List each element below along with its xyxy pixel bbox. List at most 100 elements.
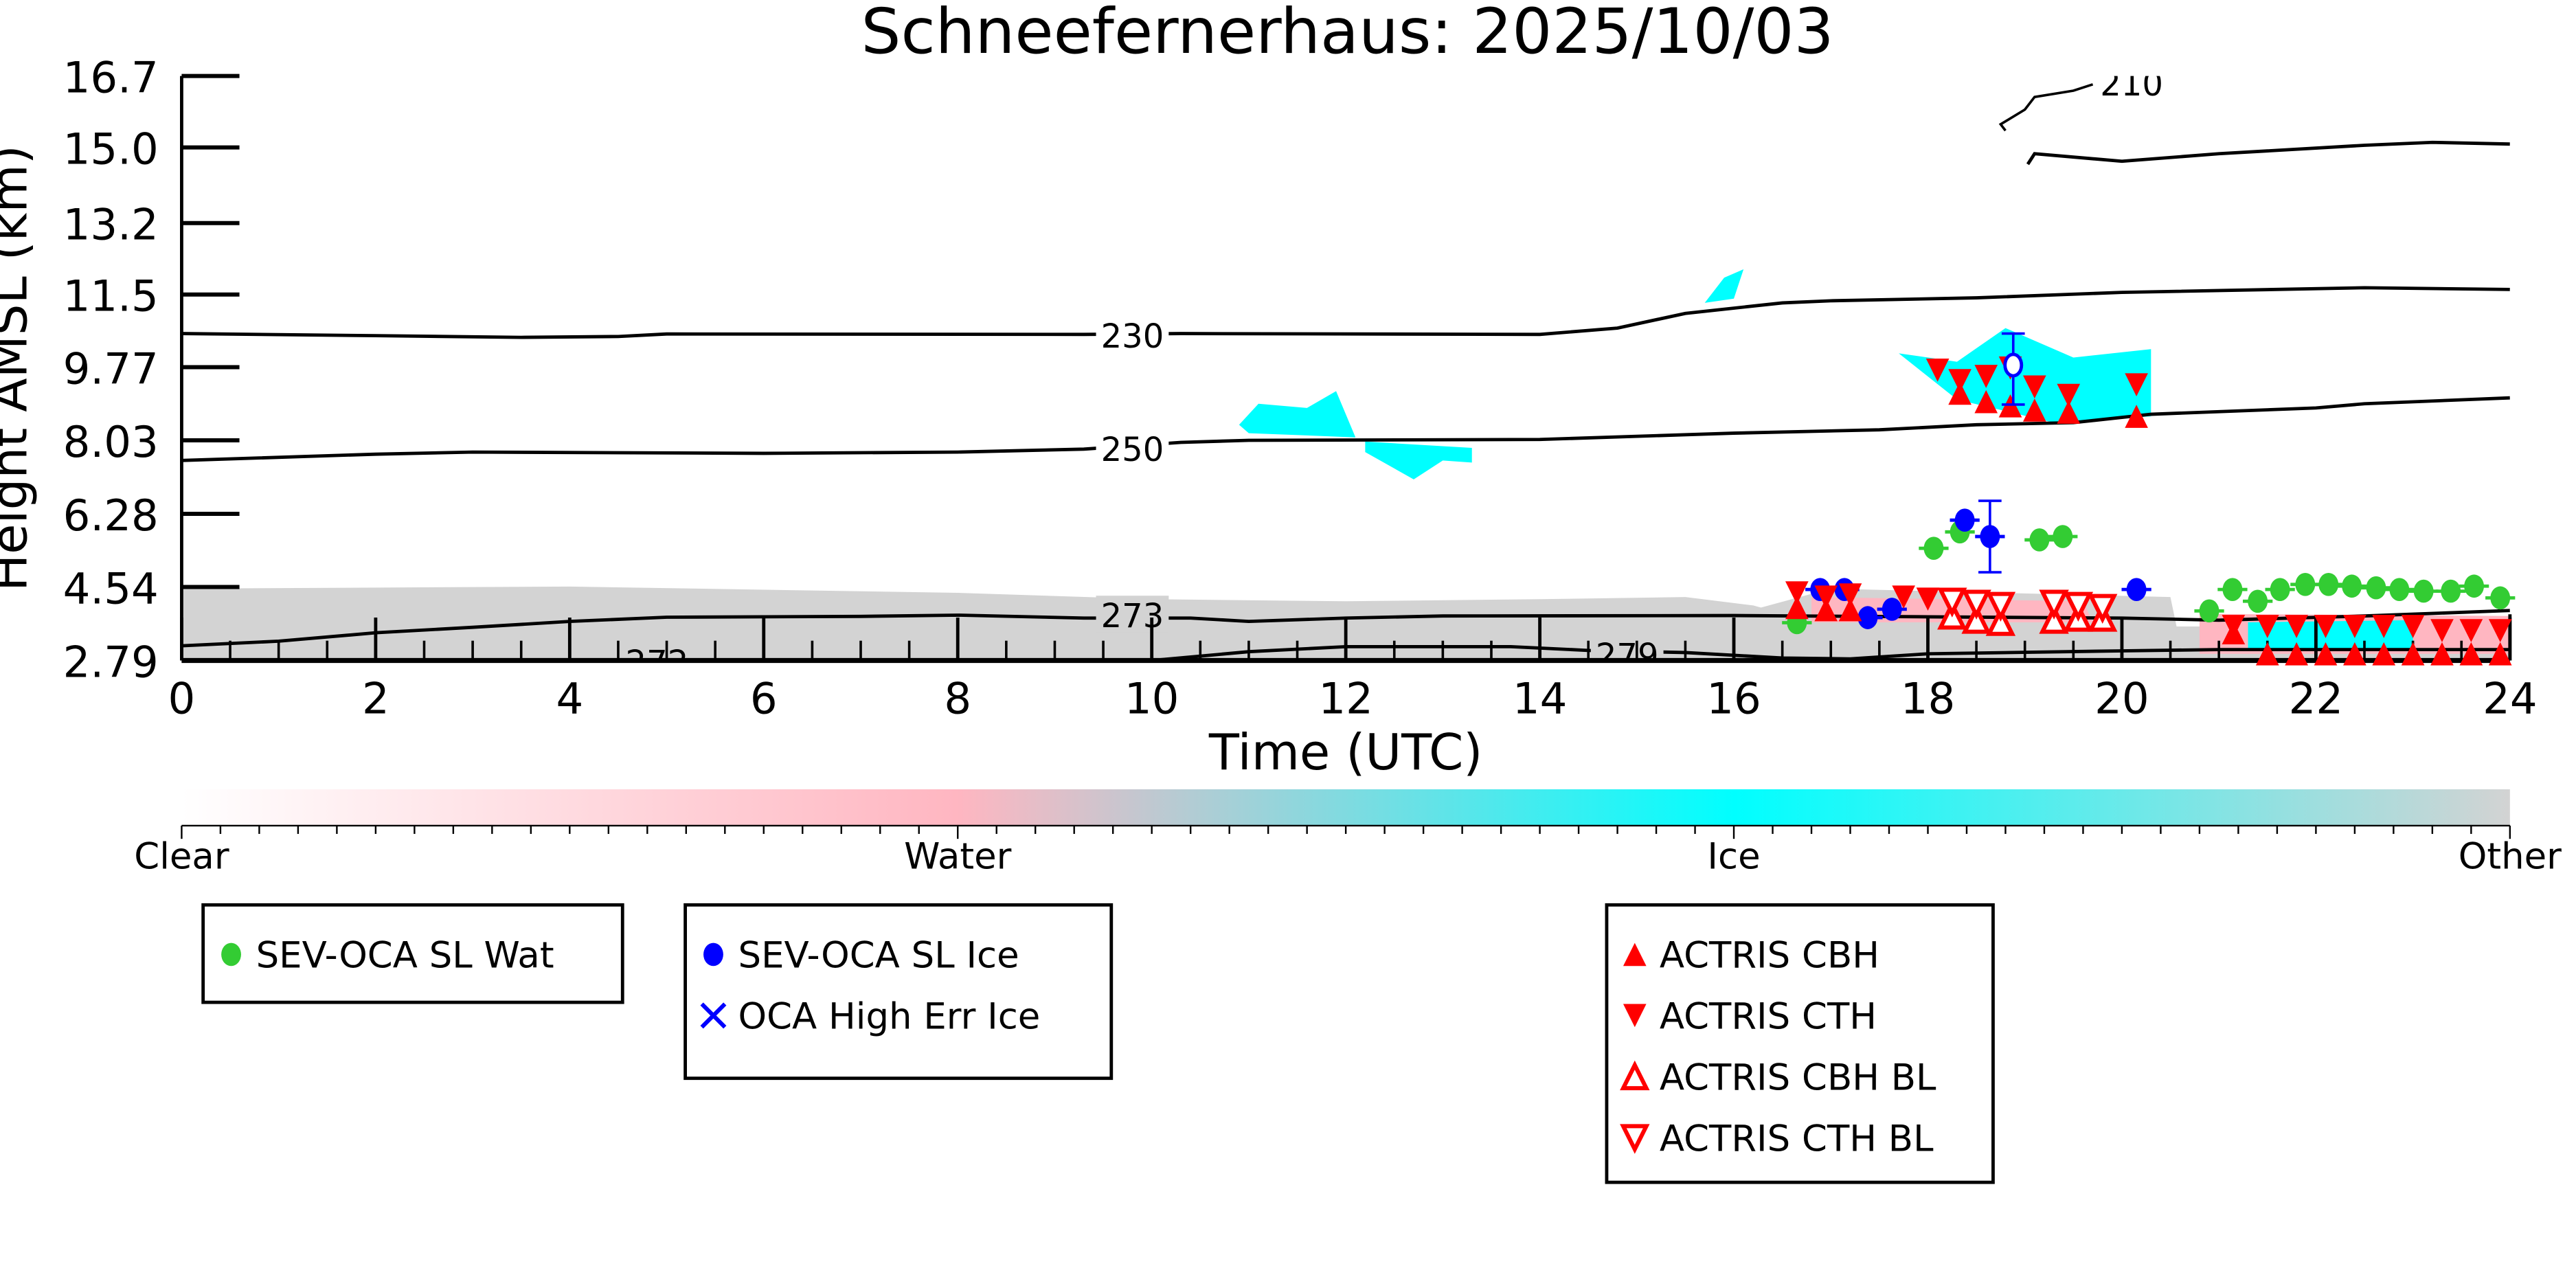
region-ice	[1239, 391, 1356, 438]
y-tick-label: 6.28	[63, 490, 159, 541]
marker-actris-cth	[2057, 383, 2081, 407]
legend-entry: ACTRIS CTH	[1660, 996, 1877, 1038]
marker-sev-oca-sl-ice	[1954, 508, 1975, 532]
legend-entry: ACTRIS CBH BL	[1660, 1057, 1936, 1099]
marker-actris-cbh-bl	[1961, 604, 1991, 634]
contour-line	[1998, 83, 2094, 132]
marker-actris-cbh	[2401, 642, 2425, 666]
marker-sev-oca-sl-wat	[1923, 536, 1944, 561]
y-tick-label: 9.77	[63, 344, 159, 394]
contour-line	[2026, 140, 2510, 166]
legend-frame	[201, 903, 624, 1004]
marker-sev-oca-sl-wat	[2464, 574, 2485, 598]
marker-actris-cth	[1916, 587, 1940, 611]
marker-sev-oca-sl-ice	[2126, 578, 2147, 601]
marker-sev-oca-sl-wat	[2295, 572, 2316, 596]
colorbar-label-clear: Clear	[134, 835, 229, 877]
contour-label: 273	[1101, 597, 1164, 635]
marker-actris-cth	[1925, 358, 1950, 382]
legend-marker	[1623, 1004, 1647, 1028]
marker-actris-cbh	[2343, 642, 2366, 666]
y-tick-label: 4.54	[63, 564, 159, 614]
colorbar-label-other: Other	[2459, 835, 2562, 877]
marker-actris-cbh	[2430, 642, 2454, 666]
contour-label-bg	[1096, 316, 1169, 353]
x-tick-label: 22	[2289, 673, 2344, 723]
legend-box-2: SEV-OCA SL Ice OCA High Err Ice	[683, 903, 1114, 1081]
marker-sev-oca-sl-wat	[2441, 579, 2461, 603]
colorbar-label-ice: Ice	[1707, 835, 1760, 877]
y-tick-label: 16.7	[63, 53, 159, 103]
marker-actris-cth	[2285, 615, 2308, 638]
contour-label-bg	[2095, 76, 2168, 101]
legend-marker	[221, 942, 241, 967]
y-tick-label: 11.5	[63, 271, 159, 321]
marker-actris-cbh	[1974, 389, 1998, 414]
marker-actris-cth-bl	[1985, 591, 2016, 622]
marker-actris-cth-bl	[2063, 591, 2094, 622]
legend-entry: ACTRIS CTH BL	[1660, 1118, 1934, 1160]
marker-actris-cbh	[2314, 642, 2338, 666]
contour-label: 230	[1101, 317, 1164, 356]
contour-line	[181, 396, 2510, 462]
marker-actris-cbh	[2459, 642, 2483, 666]
x-tick-label: 2	[362, 673, 389, 723]
x-tick-label: 24	[2483, 673, 2538, 723]
legend-box-3: ACTRIS CBH ACTRIS CTH ACTRIS CBH BL ACTRIS …	[1605, 903, 1995, 1184]
data-markers	[1782, 332, 2516, 666]
legend-marker	[1620, 1124, 1650, 1154]
x-tick-label: 12	[1318, 673, 1373, 723]
marker-actris-cth	[2314, 615, 2338, 638]
legend-box-1: SEV-OCA SL Wat	[201, 903, 624, 1004]
marker-actris-cbh	[2023, 398, 2046, 422]
contour-label-bg	[1096, 596, 1169, 633]
marker-sev-oca-sl-wat	[2318, 572, 2339, 596]
legend-entry: ACTRIS CBH	[1660, 935, 1879, 977]
x-tick-label: 14	[1513, 673, 1568, 723]
marker-sev-oca-sl-wat	[2366, 576, 2386, 600]
x-tick-label: 10	[1125, 673, 1179, 723]
marker-actris-cth	[2459, 619, 2483, 642]
region-ice	[1365, 441, 1472, 479]
marker-sev-oca-sl-wat	[2248, 589, 2268, 613]
marker-actris-cth	[1948, 369, 1971, 392]
marker-actris-cbh	[2255, 642, 2279, 666]
y-tick-label: 13.2	[63, 200, 159, 250]
x-tick-label: 6	[750, 673, 778, 723]
legend-marker	[1623, 942, 1647, 967]
x-tick-label: 8	[944, 673, 971, 723]
marker-sev-oca-sl-wat	[2222, 578, 2243, 601]
marker-actris-cbh	[2372, 642, 2396, 666]
contour-label: 279	[1596, 637, 1659, 675]
marker-sev-oca-sl-ice	[1980, 525, 2000, 548]
marker-actris-cth	[2222, 615, 2246, 638]
legend-entry: SEV-OCA SL Wat	[256, 935, 554, 977]
marker-sev-oca-sl-wat	[2270, 578, 2290, 601]
legend-frame	[1605, 903, 1995, 1184]
legend-marker	[703, 942, 723, 967]
marker-actris-cbh	[2488, 642, 2512, 666]
marker-actris-cth-bl	[2088, 594, 2118, 624]
legend-marker	[1620, 1060, 1650, 1091]
marker-sev-oca-sl-ice	[1882, 598, 1902, 621]
y-axis-label: Height AMSL (km)	[0, 145, 38, 591]
contour-label: 250	[1101, 431, 1164, 469]
legend-entry: SEV-OCA SL Ice	[738, 935, 1019, 977]
marker-actris-cth	[2430, 619, 2454, 642]
marker-actris-cth-bl	[2039, 589, 2069, 620]
marker-sev-oca-sl-wat	[2053, 525, 2073, 548]
marker-actris-cbh-bl	[2039, 604, 2069, 634]
marker-actris-cbh	[1838, 598, 1862, 622]
marker-actris-cth	[1785, 581, 1809, 605]
contour-label: 272	[626, 644, 689, 682]
marker-actris-cth-bl	[1937, 587, 1967, 618]
contour-line	[181, 286, 2510, 339]
marker-sev-oca-sl-wat	[2413, 579, 2434, 603]
contour-label: 210	[2100, 65, 2163, 104]
marker-sev-oca-sl-wat	[2029, 528, 2050, 552]
contour-label-bg	[620, 642, 694, 661]
marker-actris-cbh	[1785, 596, 1809, 620]
marker-actris-cth	[2125, 373, 2148, 397]
